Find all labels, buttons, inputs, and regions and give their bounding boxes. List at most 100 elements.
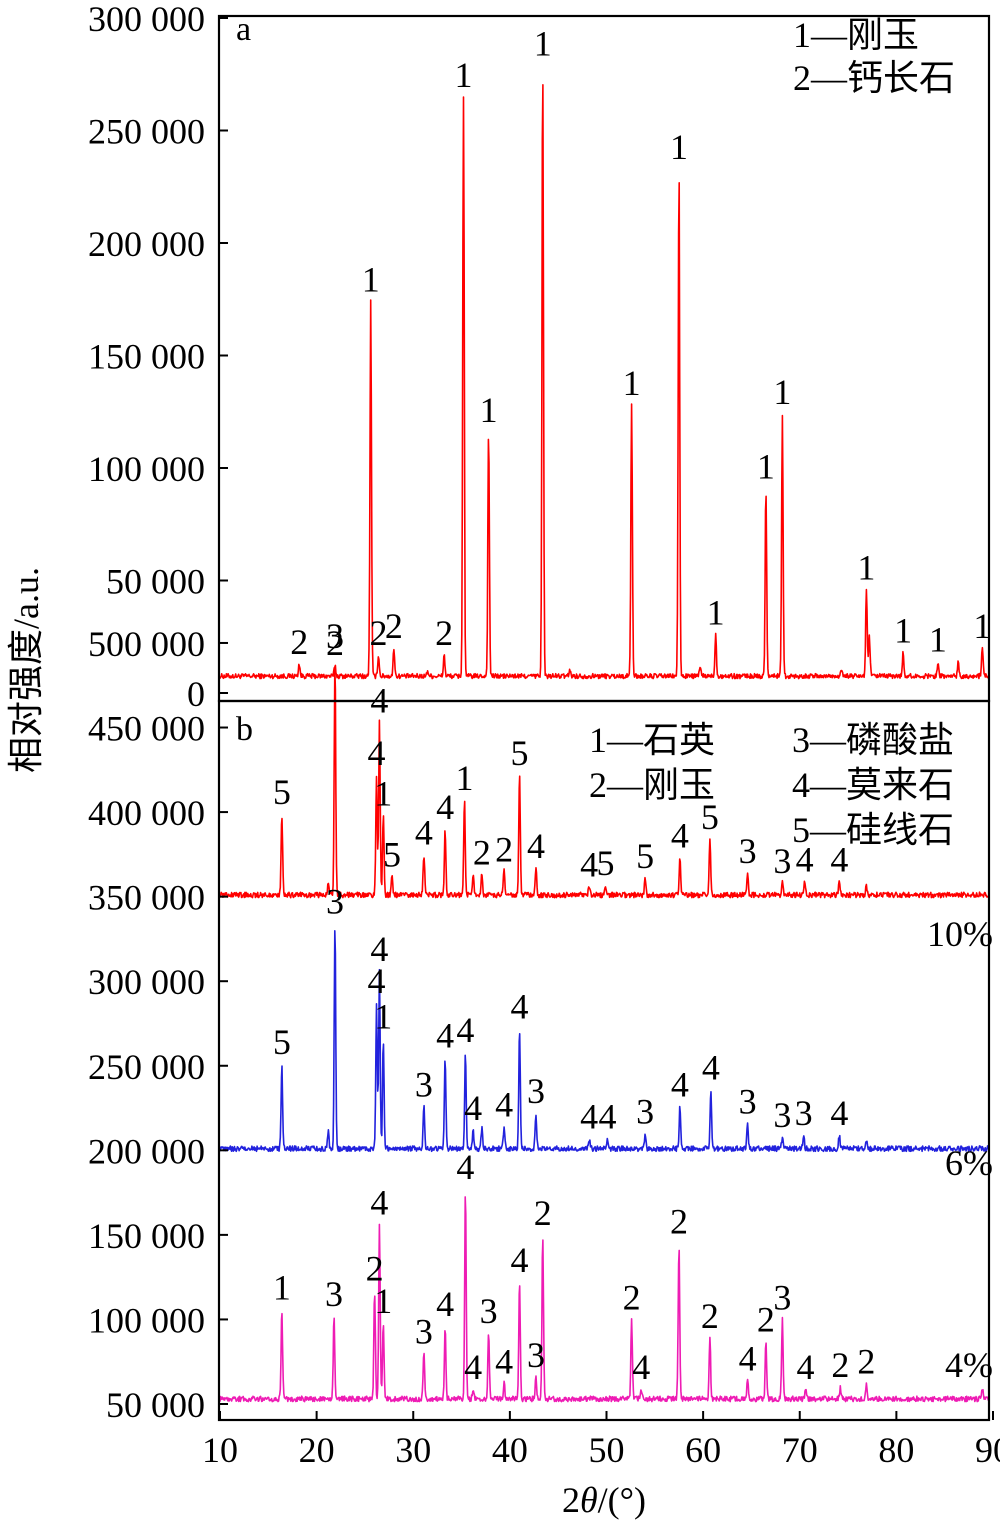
panel-b-ytick-label: 200 000 [88,1131,205,1171]
peak-label: 4 [370,1183,388,1223]
peak-label: 3 [739,831,757,871]
peak-label: 4 [456,1147,474,1187]
peak-label: 2 [326,623,344,663]
peak-label: 3 [773,1277,791,1317]
xtick-label: 30 [395,1430,431,1470]
peak-label: 1 [374,773,392,813]
peak-label: 4 [830,839,848,879]
legend-a-item-2: 2—钙长石 [793,58,955,98]
peak-label: 1 [480,390,498,430]
series-layer [219,84,990,1403]
peak-label: 4 [368,961,386,1001]
panel-b-series-line-4pct [219,1196,990,1403]
peak-label: 3 [795,1093,813,1133]
peak-label: 4 [598,1096,616,1136]
peak-label: 5 [511,733,529,773]
peak-label: 1 [454,55,472,95]
panel-a-series-line [219,84,990,680]
peak-label: 1 [707,593,725,633]
peak-label: 4 [632,1347,650,1387]
peak-label: 4 [739,1338,757,1378]
peak-label: 4 [436,787,454,827]
peak-label: 2 [701,1296,719,1336]
panel-b-series-line-6pct [219,929,990,1153]
peak-label: 1 [894,611,912,651]
peak-label: 2 [366,1249,384,1289]
peak-label: 4 [702,1047,720,1087]
peak-label: 4 [830,1093,848,1133]
xtick-label: 40 [492,1430,528,1470]
peak-label: 1 [670,127,688,167]
panel-a-ytick-label: 300 000 [88,0,205,39]
panel-a-ytick-label: 100 000 [88,449,205,489]
panel-b-ytick-label: 100 000 [88,1300,205,1340]
peak-label: 4 [511,987,529,1027]
xtick-label: 80 [878,1430,914,1470]
peak-label: 4 [580,1096,598,1136]
xtick-label: 50 [589,1430,625,1470]
peak-label: 3 [773,1095,791,1135]
peak-label: 4 [436,1015,454,1055]
panel-b-ytick-label: 150 000 [88,1216,205,1256]
panel-a-frame [217,14,991,703]
legend-b-item-1: 1—石英 [589,720,715,760]
peak-label: 4 [527,826,545,866]
peak-label: 1 [857,548,875,588]
peak-label: 4 [464,1088,482,1128]
series-label-10pct: 10% [927,914,993,954]
peak-label: 1 [273,1267,291,1307]
peak-label: 3 [326,882,344,922]
peak-label: 5 [636,836,654,876]
peak-label: 3 [415,1311,433,1351]
peak-label: 1 [362,260,380,300]
xtick-label: 90 [975,1430,1000,1470]
peak-label: 5 [273,1022,291,1062]
peak-label: 4 [464,1347,482,1387]
panel-b-ytick-label: 350 000 [88,878,205,918]
panel-a-ytick-label: 0 [187,674,205,714]
peak-label: 5 [383,834,401,874]
panel-b-series-line-10pct [219,667,990,899]
peak-label: 5 [597,843,615,883]
legend-a-item-1: 1—刚玉 [793,15,919,55]
peak-label: 4 [511,1240,529,1280]
x-axis-label: 2θ/(°) [562,1480,646,1520]
panel-b-frame [217,699,991,1422]
peak-label: 2 [623,1277,641,1317]
peak-label: 4 [370,929,388,969]
panel-a-ytick-label: 50 000 [106,562,205,602]
panel-a-ytick-label: 250 000 [88,112,205,152]
series-label-6pct: 6% [945,1143,993,1183]
peak-label: 1 [534,23,552,63]
panel-a-ytick-label: 150 000 [88,337,205,377]
peak-label: 3 [415,1064,433,1104]
panel-b-ytick-label: 300 000 [88,962,205,1002]
peak-label: 1 [374,997,392,1037]
peak-label: 2 [670,1201,688,1241]
xtick-label: 20 [299,1430,335,1470]
peak-label: 2 [757,1299,775,1339]
peak-label: 3 [326,616,344,656]
legend-b-item-5: 5—硅线石 [792,810,954,850]
peak-label: 4 [796,839,814,879]
peak-label: 4 [580,844,598,884]
text-layer: a b 1—刚玉 2—钙长石 1—石英 2—刚玉 3—磷酸盐 4—莫来石 5—硅… [6,0,1000,1520]
series-label-4pct: 4% [945,1345,993,1385]
peak-label: 4 [495,1342,513,1382]
peak-label: 2 [290,622,308,662]
panel-a-letter: a [236,11,251,48]
peak-label: 3 [527,1335,545,1375]
peak-label: 4 [671,1064,689,1104]
panel-b-ytick-label: 450 000 [88,709,205,749]
panel-b-letter: b [236,711,253,748]
peak-label: 3 [480,1291,498,1331]
peak-label: 2 [473,833,491,873]
peak-label: 2 [495,829,513,869]
peak-label: 2 [857,1342,875,1382]
peak-label: 3 [739,1081,757,1121]
peak-label: 4 [797,1347,815,1387]
y-axis-label: 相对强度/a.u. [6,567,46,773]
panel-a-ytick-label: 200 000 [88,224,205,264]
